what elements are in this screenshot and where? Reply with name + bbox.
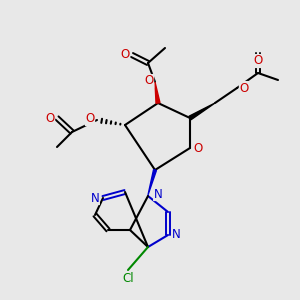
Polygon shape bbox=[189, 103, 215, 120]
Text: N: N bbox=[172, 229, 180, 242]
Text: Cl: Cl bbox=[122, 272, 134, 286]
Text: O: O bbox=[144, 74, 154, 88]
Text: N: N bbox=[91, 191, 99, 205]
Text: O: O bbox=[45, 112, 55, 124]
Text: O: O bbox=[120, 49, 130, 62]
Polygon shape bbox=[155, 82, 160, 103]
Polygon shape bbox=[148, 169, 156, 195]
Text: O: O bbox=[194, 142, 202, 154]
Text: O: O bbox=[254, 55, 262, 68]
Text: O: O bbox=[239, 82, 249, 94]
Text: N: N bbox=[154, 188, 162, 200]
Text: O: O bbox=[85, 112, 94, 125]
